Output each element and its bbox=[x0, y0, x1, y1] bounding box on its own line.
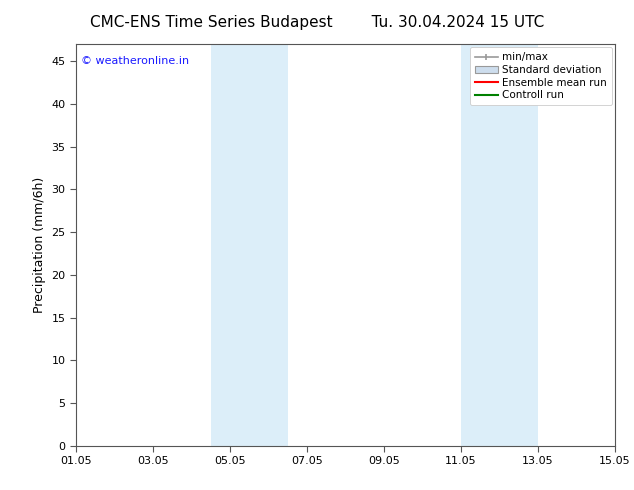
Text: CMC-ENS Time Series Budapest        Tu. 30.04.2024 15 UTC: CMC-ENS Time Series Budapest Tu. 30.04.2… bbox=[90, 15, 544, 30]
Legend: min/max, Standard deviation, Ensemble mean run, Controll run: min/max, Standard deviation, Ensemble me… bbox=[470, 47, 612, 105]
Text: © weatheronline.in: © weatheronline.in bbox=[81, 56, 190, 66]
Y-axis label: Precipitation (mm/6h): Precipitation (mm/6h) bbox=[33, 177, 46, 313]
Bar bbox=[210, 44, 288, 446]
Bar bbox=[461, 44, 538, 446]
